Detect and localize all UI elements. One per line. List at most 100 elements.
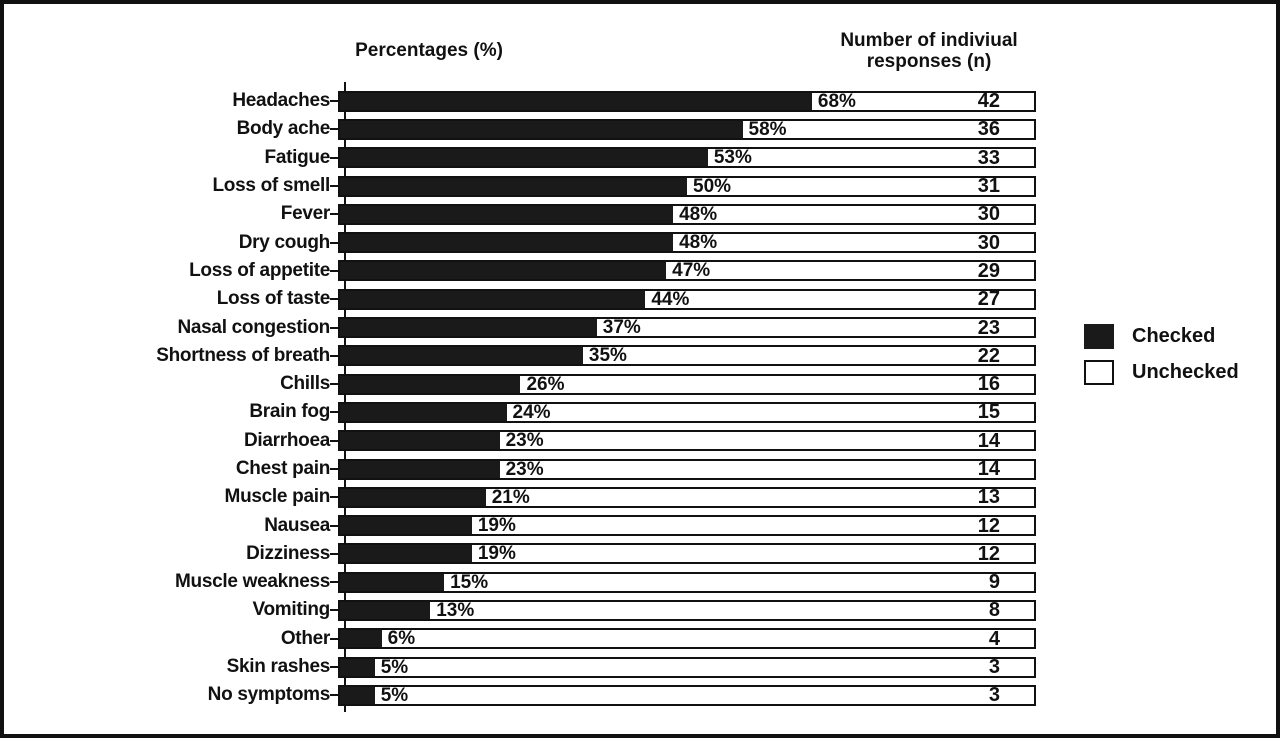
symptom-label: Skin rashes: [226, 656, 331, 678]
symptom-label: Nasal congestion: [177, 316, 330, 338]
legend-checked-label: Checked: [1132, 325, 1216, 347]
symptom-row: Dry cough 48% 30: [4, 228, 1050, 256]
checked-bar-segment: [340, 92, 812, 110]
percentage-label: 68%: [817, 90, 856, 112]
percentage-label: 19%: [477, 543, 516, 565]
checked-bar-segment: [340, 120, 743, 138]
bar-rows-container: Headaches 68% 42 Body ache 58% 36 Fatigue 53% 33…: [4, 87, 1050, 710]
symptom-bar: 44% 27: [338, 288, 1036, 311]
symptom-bar: 24% 15: [338, 401, 1036, 423]
response-count-label: 42: [977, 90, 1000, 113]
symptom-label: Brain fog: [249, 401, 330, 423]
symptom-row: Muscle weakness 15% 9: [4, 568, 1050, 596]
percentages-header: Percentages (%): [355, 40, 503, 61]
symptom-row: Nausea 19% 12: [4, 511, 1050, 539]
axis-tick: [330, 354, 338, 357]
symptom-row: Dizziness 19% 12: [4, 540, 1050, 568]
axis-tick: [330, 128, 338, 131]
percentage-label: 50%: [693, 175, 732, 197]
symptom-label: Muscle pain: [224, 486, 331, 508]
symptom-row: Loss of taste 44% 27: [4, 285, 1050, 313]
axis-tick: [330, 185, 338, 188]
response-count-label: 3: [988, 684, 1000, 707]
symptom-label: Shortness of breath: [156, 344, 330, 366]
unchecked-swatch-icon: [1084, 360, 1114, 385]
symptom-row: Loss of smell 50% 31: [4, 172, 1050, 200]
symptom-row: Headaches 68% 42: [4, 87, 1050, 115]
symptom-label: Fever: [280, 203, 331, 225]
response-count-label: 14: [977, 458, 1000, 480]
symptom-row: Chest pain 23% 14: [4, 455, 1050, 483]
checked-bar-segment: [340, 658, 375, 676]
responses-header: Number of indiviual responses (n): [840, 30, 1018, 73]
symptom-label: Diarrhoea: [243, 429, 330, 451]
checked-bar-segment: [340, 403, 507, 421]
response-count-label: 16: [977, 373, 1000, 396]
symptom-label: Body ache: [236, 118, 331, 140]
percentage-label: 23%: [505, 458, 544, 480]
symptom-row: Chills 26% 16: [4, 370, 1050, 398]
axis-tick: [330, 383, 338, 386]
axis-tick: [330, 637, 338, 640]
symptom-row: Diarrhoea 23% 14: [4, 427, 1050, 455]
percentage-label: 23%: [505, 430, 544, 452]
checked-bar-segment: [340, 432, 500, 450]
percentage-label: 5%: [380, 656, 409, 678]
axis-tick: [330, 156, 338, 159]
response-count-label: 27: [977, 288, 1000, 311]
axis-tick: [330, 241, 338, 244]
symptom-row: Fever 48% 30: [4, 200, 1050, 228]
checked-bar-segment: [340, 517, 472, 535]
symptom-label: Loss of taste: [216, 288, 331, 310]
symptom-bar: 48% 30: [338, 231, 1036, 254]
response-count-label: 13: [977, 486, 1000, 509]
checked-bar-segment: [340, 234, 674, 252]
percentage-label: 58%: [748, 118, 787, 140]
response-count-label: 12: [977, 514, 1000, 537]
response-count-label: 8: [988, 599, 1000, 622]
symptom-row: Loss of appetite 47% 29: [4, 257, 1050, 285]
axis-tick: [330, 609, 338, 612]
response-count-label: 3: [988, 656, 1000, 679]
checked-bar-segment: [340, 686, 375, 704]
symptom-bar: 19% 12: [338, 514, 1036, 537]
symptom-label: Muscle weakness: [175, 571, 330, 593]
symptom-bar: 68% 42: [338, 90, 1036, 113]
symptom-label: Chest pain: [235, 458, 330, 479]
symptom-bar: 47% 29: [338, 260, 1036, 282]
symptom-bar: 37% 23: [338, 316, 1036, 339]
percentage-label: 15%: [450, 571, 489, 593]
axis-tick: [330, 496, 338, 499]
symptom-label: Dizziness: [246, 542, 330, 564]
percentage-label: 53%: [713, 147, 752, 169]
symptom-bar: 48% 30: [338, 203, 1036, 226]
response-count-label: 31: [977, 175, 1000, 198]
percentage-label: 24%: [512, 401, 551, 423]
legend-unchecked-label: Unchecked: [1132, 361, 1239, 383]
axis-tick: [330, 298, 338, 301]
checked-bar-segment: [340, 573, 445, 591]
checked-bar-segment: [340, 545, 472, 563]
checked-bar-segment: [340, 205, 674, 223]
symptom-bar: 23% 14: [338, 430, 1036, 452]
response-count-label: 30: [977, 231, 1000, 254]
symptom-label: Other: [280, 627, 330, 649]
response-count-label: 4: [988, 627, 1000, 650]
response-count-label: 22: [977, 344, 1000, 367]
axis-tick: [330, 213, 338, 216]
response-count-label: 33: [977, 146, 1000, 169]
symptom-row: Muscle pain 21% 13: [4, 483, 1050, 511]
response-count-label: 23: [977, 316, 1000, 339]
checked-bar-segment: [340, 630, 382, 648]
symptom-row: Shortness of breath 35% 22: [4, 342, 1050, 370]
y-axis-line: [344, 82, 346, 712]
symptom-label: Loss of appetite: [189, 259, 330, 281]
axis-tick: [330, 326, 338, 329]
symptom-row: No symptoms 5% 3: [4, 681, 1050, 709]
response-count-label: 30: [977, 203, 1000, 226]
symptom-label: Fatigue: [264, 146, 331, 168]
percentage-label: 44%: [651, 288, 690, 310]
percentage-label: 26%: [526, 373, 565, 395]
symptom-label: Chills: [280, 373, 330, 395]
